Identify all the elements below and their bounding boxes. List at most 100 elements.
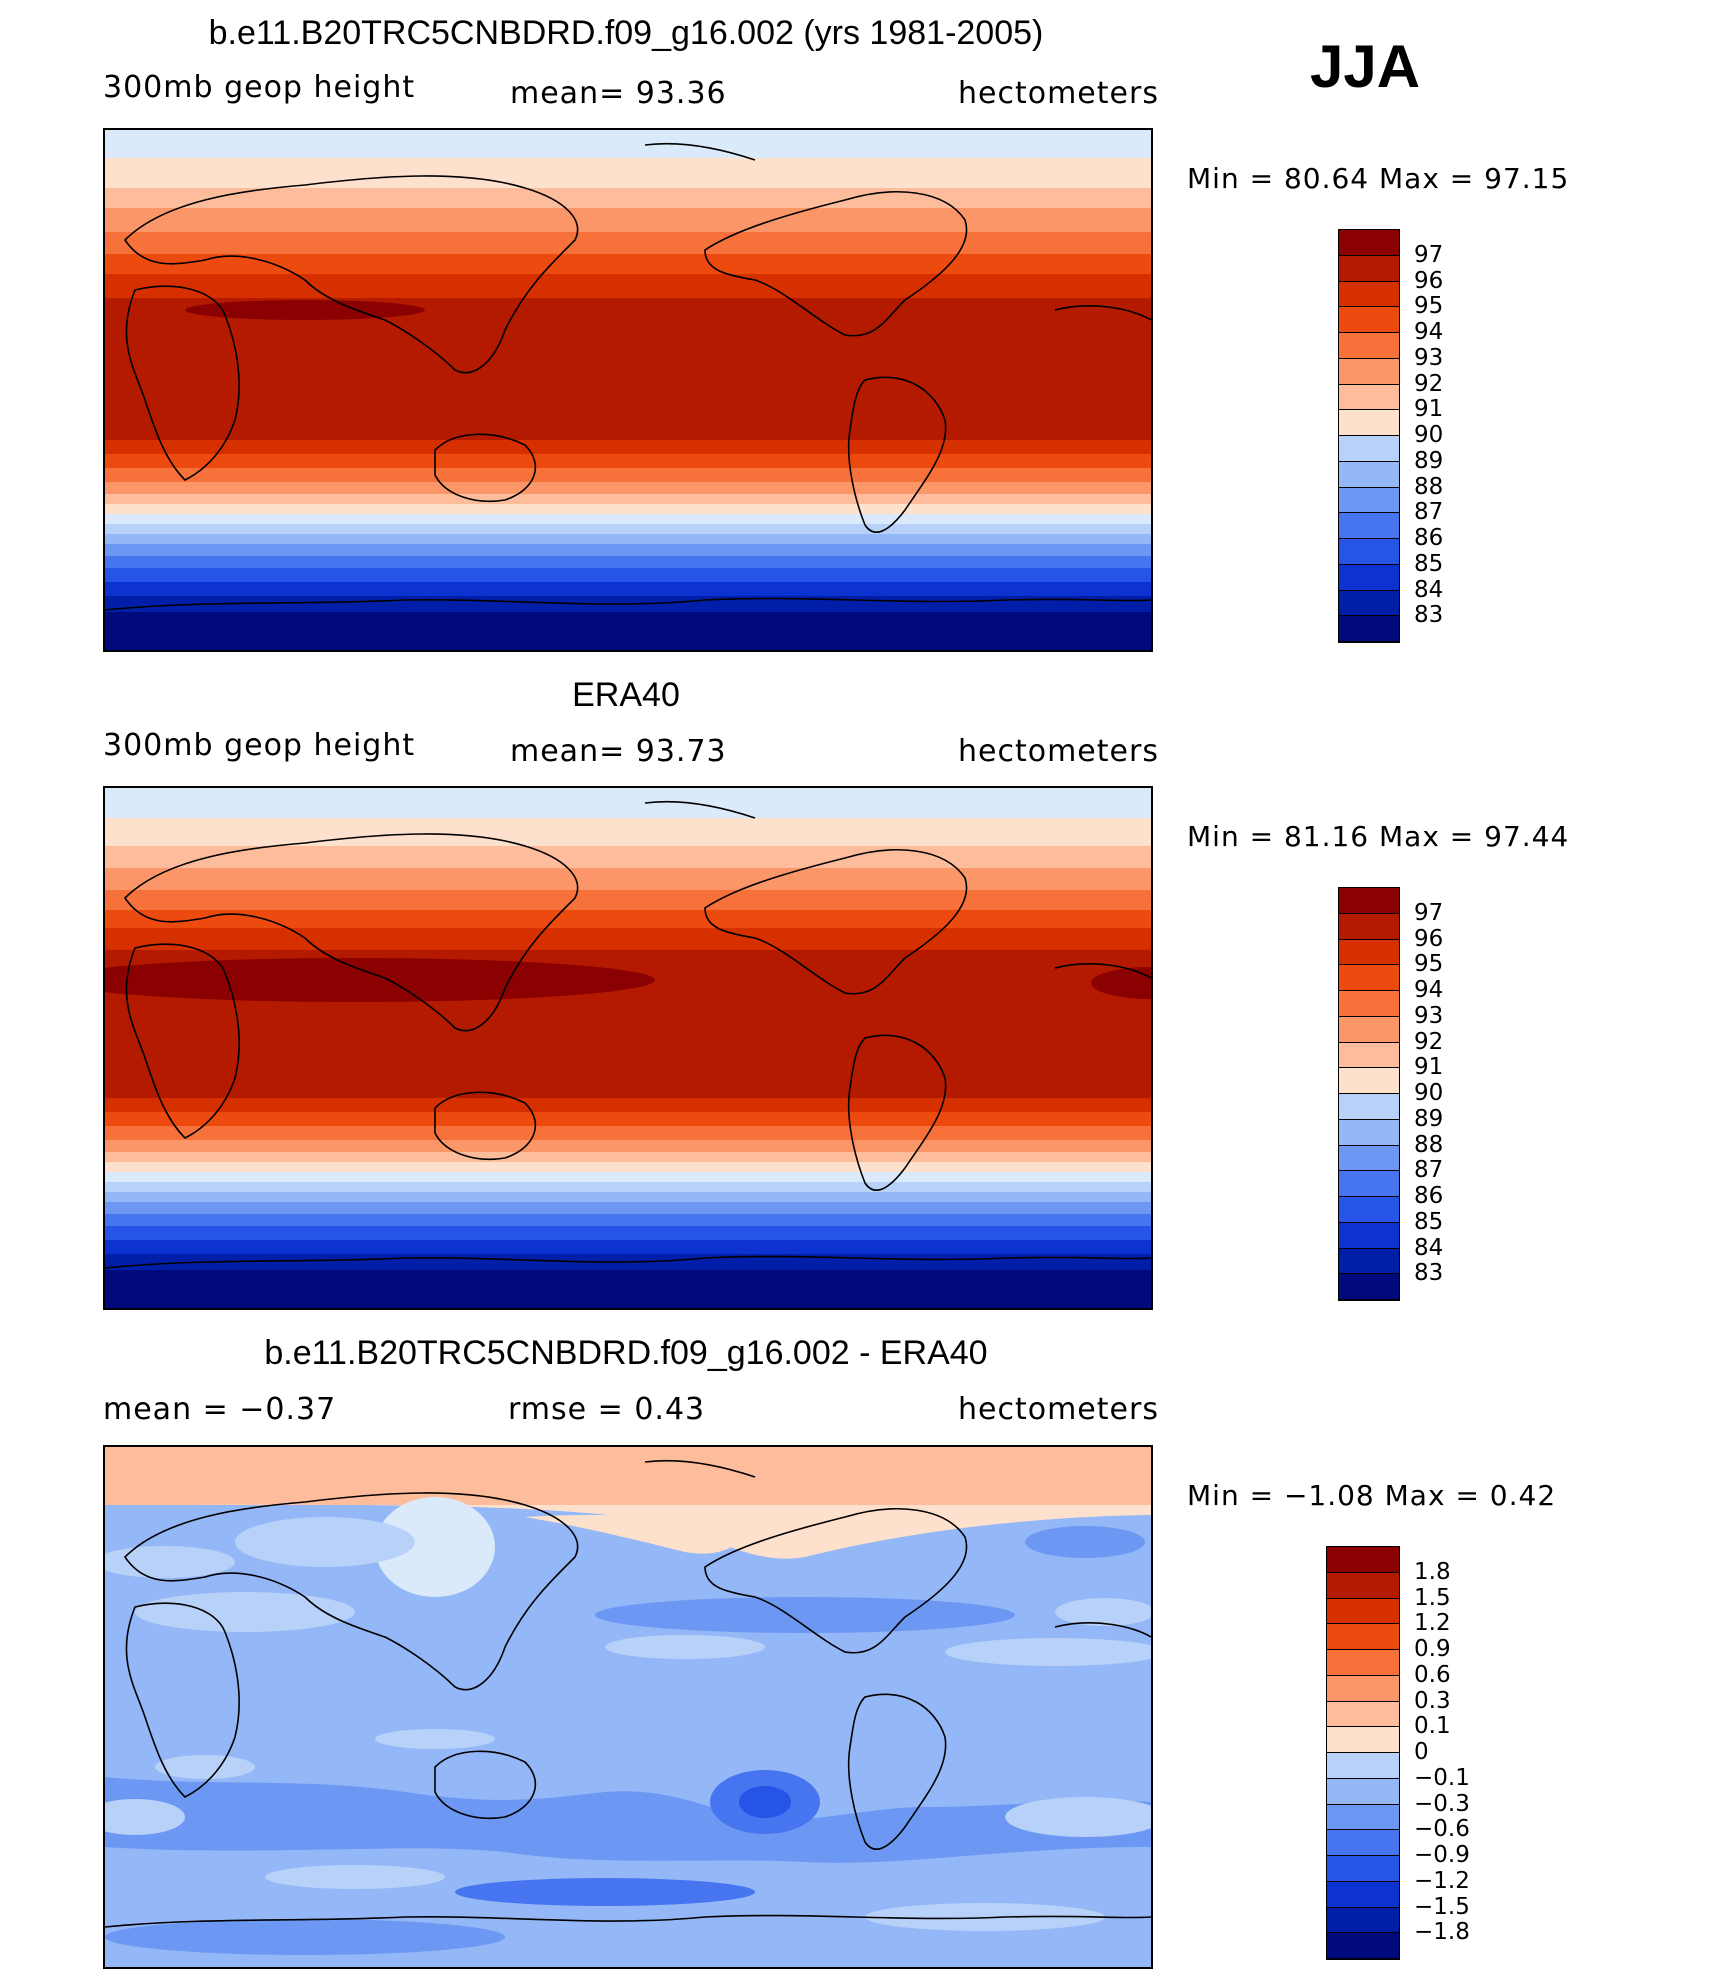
colorbar-segment: [1339, 1068, 1399, 1094]
colorbar-segment: [1327, 1701, 1399, 1728]
colorbar-label: 93: [1414, 1002, 1444, 1029]
colorbar-label: −0.3: [1414, 1790, 1470, 1817]
colorbar-label: 93: [1414, 344, 1444, 371]
colorbar-segment: [1327, 1933, 1399, 1959]
colorbar-label: 84: [1414, 1234, 1444, 1261]
colorbar-segment: [1339, 333, 1399, 359]
colorbar-label: 1.5: [1414, 1584, 1451, 1611]
colorbar-label: 92: [1414, 370, 1444, 397]
colorbar-label: −0.9: [1414, 1842, 1470, 1868]
colorbar-label: 97: [1414, 899, 1444, 926]
colorbar-segment: [1327, 1804, 1399, 1831]
colorbar-segment: [1339, 939, 1399, 966]
colorbar-segment: [1327, 1856, 1399, 1882]
colorbar-segment: [1339, 564, 1399, 591]
colorbar-segment: [1339, 513, 1399, 539]
colorbar-label: 0.9: [1414, 1636, 1451, 1662]
colorbar-segment: [1339, 1094, 1399, 1120]
colorbar-label: 95: [1414, 293, 1444, 320]
panel-2-left-label: 300mb geop height: [103, 728, 416, 763]
colorbar-label: 0.1: [1414, 1713, 1451, 1740]
colorbar-segment: [1327, 1778, 1399, 1805]
panel-2-title: ERA40: [572, 676, 680, 714]
panel-2-map-svg: [105, 788, 1151, 1308]
colorbar-label: 97: [1414, 241, 1444, 268]
panel-1-map: [103, 128, 1153, 652]
colorbar-segment: [1339, 1016, 1399, 1043]
colorbar-segment: [1339, 1197, 1399, 1223]
colorbar-segment: [1339, 1119, 1399, 1146]
colorbar-segment: [1339, 991, 1399, 1017]
colorbar-segment: [1327, 1572, 1399, 1599]
season-label: JJA: [1310, 33, 1421, 100]
colorbar-label: 90: [1414, 1080, 1444, 1106]
panel-1-mean-label: mean= 93.36: [510, 76, 727, 111]
colorbar-segment: [1327, 1547, 1399, 1573]
colorbar-label: −1.2: [1414, 1867, 1470, 1894]
colorbar-segment: [1339, 913, 1399, 940]
panel-1-left-label: 300mb geop height: [103, 70, 416, 105]
colorbar-label: 90: [1414, 422, 1444, 448]
panel-2-units-label: hectometers: [958, 734, 1159, 769]
colorbar-segment: [1327, 1881, 1399, 1908]
colorbar-segment: [1339, 539, 1399, 565]
colorbar-label: 0: [1414, 1739, 1429, 1765]
colorbar-label: 86: [1414, 1183, 1444, 1209]
colorbar-label: −1.8: [1414, 1919, 1470, 1946]
panel-1-units-label: hectometers: [958, 76, 1159, 111]
colorbar-segment: [1339, 1042, 1399, 1069]
panel-2-map: [103, 786, 1153, 1310]
colorbar-label: 0.3: [1414, 1687, 1451, 1714]
panel-2-colorbar: 97 96 95 94 93 92 91 90 89 88 87 86 85 84 83: [1338, 887, 1618, 1301]
colorbar-label: 96: [1414, 925, 1444, 952]
colorbar-label: 96: [1414, 267, 1444, 294]
colorbar-label: 94: [1414, 977, 1444, 1003]
colorbar-segment: [1327, 1650, 1399, 1676]
colorbar-segment: [1327, 1598, 1399, 1625]
colorbar-segment: [1327, 1727, 1399, 1753]
colorbar-segment: [1339, 487, 1399, 514]
panel-1-min-max: Min = 80.64 Max = 97.15: [1187, 162, 1570, 195]
panel-3-units-label: hectometers: [958, 1392, 1159, 1427]
colorbar-segment: [1339, 965, 1399, 991]
colorbar-label: 94: [1414, 319, 1444, 345]
panel-3-title: b.e11.B20TRC5CNBDRD.f09_g16.002 - ERA40: [264, 1334, 988, 1372]
panel-2-coastlines: [105, 800, 1151, 1269]
colorbar-segment: [1339, 410, 1399, 436]
panel-2-mean-label: mean= 93.73: [510, 734, 727, 769]
colorbar-label: −1.5: [1414, 1893, 1470, 1920]
colorbar-label: 85: [1414, 550, 1444, 577]
colorbar-segment: [1339, 590, 1399, 617]
panel-1-coastlines: [105, 142, 1151, 611]
colorbar-label: −0.6: [1414, 1816, 1470, 1843]
colorbar-label: −0.1: [1414, 1764, 1470, 1791]
colorbar-segment: [1339, 255, 1399, 282]
panel-1-title: b.e11.B20TRC5CNBDRD.f09_g16.002 (yrs 198…: [208, 14, 1044, 52]
colorbar-segment: [1327, 1907, 1399, 1934]
colorbar-label: 1.2: [1414, 1610, 1451, 1637]
colorbar-label: 91: [1414, 1054, 1444, 1081]
colorbar-label: 85: [1414, 1208, 1444, 1235]
colorbar-segment: [1339, 888, 1399, 914]
panel-3-map: [103, 1445, 1153, 1969]
colorbar-label: 87: [1414, 1157, 1444, 1184]
colorbar-label: 83: [1414, 1260, 1444, 1287]
panel-3-map-svg: [105, 1447, 1151, 1967]
colorbar-label: 89: [1414, 1105, 1444, 1132]
panel-3-min-max: Min = −1.08 Max = 0.42: [1187, 1479, 1557, 1512]
colorbar-segment: [1339, 230, 1399, 256]
colorbar-label: 95: [1414, 951, 1444, 978]
colorbar-label: 0.6: [1414, 1661, 1451, 1688]
colorbar-box: [1326, 1546, 1400, 1960]
colorbar-segment: [1339, 307, 1399, 333]
panel-3-colorbar: 1.8 1.5 1.2 0.9 0.6 0.3 0.1 0 −0.1 −0.3 −0.6 −0.9 −1…: [1326, 1546, 1606, 1960]
panel-3-mean-label: mean = −0.37: [103, 1392, 337, 1427]
colorbar-segment: [1339, 1248, 1399, 1275]
colorbar-segment: [1339, 384, 1399, 411]
colorbar-segment: [1339, 281, 1399, 308]
colorbar-segment: [1339, 358, 1399, 385]
colorbar-label: 92: [1414, 1028, 1444, 1055]
colorbar-box: [1338, 887, 1400, 1301]
colorbar-segment: [1339, 616, 1399, 642]
colorbar-box: [1338, 229, 1400, 643]
